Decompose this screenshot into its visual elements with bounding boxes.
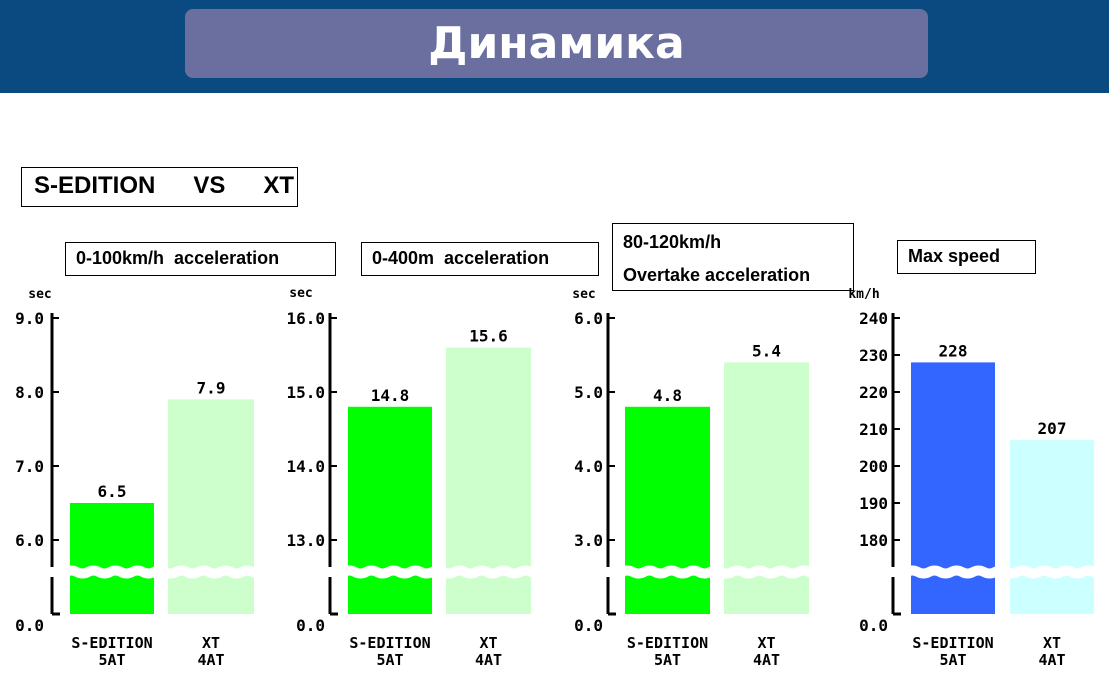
chart-2-category-label-2-line-1: XT [479,634,497,652]
chart-4-category-label-2-line-1: XT [1043,634,1061,652]
chart-2-y-tick-label-4: 16.0 [286,309,325,328]
chart-1-y-tick-label-2: 7.0 [15,457,44,476]
chart-2-unit-label: sec [289,286,312,301]
chart-3-category-label-1-line-2: 5AT [654,651,681,669]
chart-4-category-label-1-line-1: S-EDITION [912,634,993,652]
chart-4-value-label-1: 228 [939,341,968,360]
chart-1-category-label-1-line-1: S-EDITION [71,634,152,652]
chart-3-unit-label: sec [572,287,595,302]
chart-3-title-line-1: 80-120km/h [623,232,722,252]
chart-3-value-label-2: 5.4 [752,341,781,360]
chart-2-title-box: 0-400m acceleration [361,242,599,276]
chart-4-bar-2 [1010,440,1094,614]
chart-1-title: 0-100km/h acceleration [76,248,280,268]
chart-3-category-label-2-line-2: 4AT [753,651,780,669]
chart-1-y-zero-label: 0.0 [15,616,44,635]
chart-4-y-tick-label-6: 230 [859,346,888,365]
chart-3-y-tick-label-1: 3.0 [574,531,603,550]
chart-3-y-tick-label-2: 4.0 [574,457,603,476]
chart-3-y-zero-label: 0.0 [574,616,603,635]
chart-2-y-zero-label: 0.0 [296,616,325,635]
chart-1-category-label-1-line-2: 5AT [98,651,125,669]
chart-1-value-label-1: 6.5 [98,482,127,501]
chart-2-value-label-1: 14.8 [371,386,410,405]
header-bar: Динамика [0,0,1109,93]
chart-3-axis-break [597,565,823,579]
chart-2-axis-break-gap [327,567,333,577]
chart-2-y-tick-label-2: 14.0 [286,457,325,476]
chart-1-y-tick-label-1: 6.0 [15,531,44,550]
chart-4-title-box: Max speed [897,240,1036,274]
chart-4-y-zero-label: 0.0 [859,616,888,635]
chart-4-unit-label: km/h [848,287,879,302]
chart-2-axis-break [319,565,545,579]
chart-2-value-label-2: 15.6 [469,327,508,346]
chart-3-category-label-1-line-1: S-EDITION [627,634,708,652]
comparison-label: S-EDITION VS XT [21,167,298,207]
chart-1-category-label-2-line-2: 4AT [197,651,224,669]
chart-4-y-tick-label-5: 220 [859,383,888,402]
chart-4-y-tick-label-4: 210 [859,420,888,439]
chart-2-y-tick-label-1: 13.0 [286,531,325,550]
title-box: Динамика [185,9,928,78]
chart-1-value-label-2: 7.9 [197,378,226,397]
chart-3-y-tick-label-3: 5.0 [574,383,603,402]
chart-3-title-line-2: Overtake acceleration [623,265,811,285]
chart-3-title-box: 80-120km/h Overtake acceleration [612,223,854,291]
chart-3-bar-1 [625,406,710,614]
chart-4-y-tick-label-1: 180 [859,531,888,550]
chart-2-title: 0-400m acceleration [372,248,550,268]
chart-2-category-label-1-line-1: S-EDITION [349,634,430,652]
chart-3-y-tick-label-4: 6.0 [574,309,603,328]
chart-1-title-box: 0-100km/h acceleration [65,242,336,276]
chart-3-axis-break-gap [605,567,611,577]
chart-4-category-label-2-line-2: 4AT [1038,651,1065,669]
chart-4-category-label-1-line-2: 5AT [939,651,966,669]
chart-1-axis-break-gap [49,567,55,577]
chart-4-y-tick-label-2: 190 [859,494,888,513]
chart-4-y-tick-label-3: 200 [859,457,888,476]
chart-1-bar-2 [168,399,254,614]
chart-4-title: Max speed [908,246,1001,266]
chart-1-y-tick-label-3: 8.0 [15,383,44,402]
chart-4-y-tick-label-7: 240 [859,309,888,328]
chart-4-axis-break-gap [890,567,896,577]
chart-2-category-label-1-line-2: 5AT [376,651,403,669]
chart-2-y-tick-label-3: 15.0 [286,383,325,402]
chart-1-y-tick-label-4: 9.0 [15,309,44,328]
chart-2-bar-1 [348,406,432,614]
chart-3-value-label-1: 4.8 [653,386,682,405]
chart-1-axis-break [41,565,267,579]
chart-1-bar-1 [70,503,154,614]
page-title: Динамика [428,18,685,69]
chart-4-value-label-2: 207 [1038,419,1067,438]
comparison-label-text: S-EDITION VS XT [34,172,295,199]
chart-4-axis-break [882,565,1108,579]
chart-1-unit-label: sec [28,287,51,302]
chart-2-category-label-2-line-2: 4AT [475,651,502,669]
chart-1-category-label-2-line-1: XT [202,634,220,652]
chart-3-category-label-2-line-1: XT [757,634,775,652]
